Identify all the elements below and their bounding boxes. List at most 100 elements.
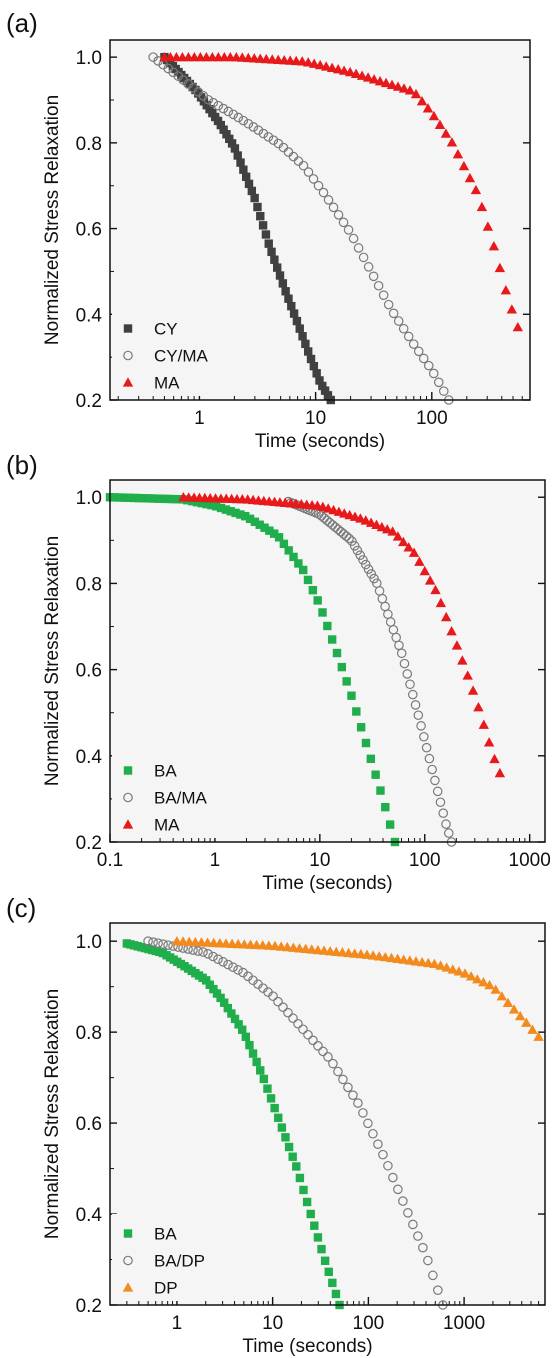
data-point	[313, 596, 322, 605]
data-point	[488, 241, 500, 251]
data-point	[223, 106, 234, 117]
data-point	[368, 74, 380, 84]
data-point	[218, 103, 229, 114]
data-point	[405, 679, 415, 690]
data-point	[270, 1103, 279, 1113]
legend-marker	[122, 377, 134, 387]
data-point	[273, 996, 283, 1007]
data-point	[303, 1029, 313, 1040]
x-axis-title: Time (seconds)	[262, 873, 392, 894]
legend-marker	[123, 766, 133, 775]
data-point	[467, 685, 479, 695]
data-point	[277, 1123, 287, 1132]
legend-marker	[123, 792, 133, 803]
data-point	[258, 128, 269, 139]
legend-marker	[122, 1282, 134, 1292]
data-point	[376, 786, 385, 795]
data-point	[457, 655, 468, 665]
data-point	[209, 984, 218, 994]
data-point	[216, 993, 225, 1003]
y-axis-title: Normalized Stress Relaxation	[42, 95, 63, 345]
data-point	[193, 946, 203, 956]
data-point	[219, 998, 229, 1007]
data-point	[297, 56, 308, 66]
data-point	[303, 575, 313, 585]
data-point	[227, 1009, 236, 1018]
data-point	[233, 151, 242, 160]
data-point	[413, 710, 424, 721]
data-point	[506, 304, 518, 314]
data-point	[416, 721, 426, 731]
data-point	[323, 1052, 333, 1062]
legend-label: CY/MA	[154, 347, 209, 366]
data-point	[213, 954, 223, 964]
data-point	[404, 955, 416, 965]
data-point	[310, 1221, 319, 1230]
legend-label: BA	[154, 1225, 177, 1244]
data-point	[236, 158, 245, 167]
data-point	[230, 1014, 240, 1024]
data-point	[323, 621, 332, 631]
data-point	[465, 971, 477, 981]
data-point	[125, 493, 134, 503]
data-point	[312, 369, 321, 378]
data-point	[288, 1013, 298, 1024]
data-point	[413, 1231, 423, 1241]
data-point	[222, 130, 231, 139]
plot-frame	[109, 479, 546, 843]
data-point	[489, 753, 500, 764]
legend-label: BA/MA	[154, 789, 208, 808]
data-point	[228, 109, 239, 120]
data-point	[197, 498, 206, 508]
data-point	[343, 225, 354, 235]
data-point	[386, 79, 398, 89]
data-point	[352, 707, 361, 716]
x-tick-label: 1	[210, 850, 221, 871]
data-point	[306, 1209, 315, 1219]
data-point	[337, 662, 347, 672]
data-point	[452, 148, 464, 159]
data-point	[244, 179, 254, 189]
data-point	[158, 494, 168, 503]
data-point	[328, 202, 339, 213]
data-point	[355, 550, 366, 560]
data-point	[435, 797, 446, 808]
data-point	[472, 974, 483, 984]
panel-label: (a)	[6, 8, 38, 38]
data-point	[263, 1084, 272, 1093]
series-ba	[122, 939, 344, 1310]
data-point	[268, 135, 279, 146]
data-point	[483, 737, 495, 747]
data-point	[403, 1208, 413, 1218]
data-point	[333, 210, 344, 220]
data-point	[239, 165, 248, 174]
x-tick-label: 100	[353, 1313, 385, 1334]
data-point	[376, 521, 388, 532]
data-point	[308, 174, 319, 184]
data-point	[264, 239, 273, 248]
data-point	[408, 1219, 418, 1230]
data-point	[208, 951, 218, 962]
data-point	[392, 953, 403, 963]
data-point	[368, 271, 379, 282]
data-point	[301, 339, 310, 349]
series-cy-ma	[148, 52, 454, 405]
data-point	[320, 386, 330, 395]
series-ba-ma	[283, 496, 457, 847]
data-point	[363, 262, 374, 272]
data-point	[294, 559, 303, 568]
x-tick-label: 10	[305, 408, 326, 429]
y-tick-label: 0.4	[76, 747, 103, 768]
y-tick-label: 0.8	[76, 574, 102, 595]
series-dp	[171, 935, 544, 1041]
data-point	[274, 533, 284, 542]
data-point	[205, 980, 214, 989]
data-point	[263, 132, 274, 142]
data-point	[423, 1255, 433, 1266]
data-point	[533, 1031, 544, 1041]
legend-marker	[122, 819, 134, 829]
data-point	[429, 958, 440, 968]
data-point	[380, 951, 391, 962]
data-point	[281, 287, 290, 296]
data-point	[134, 493, 144, 503]
